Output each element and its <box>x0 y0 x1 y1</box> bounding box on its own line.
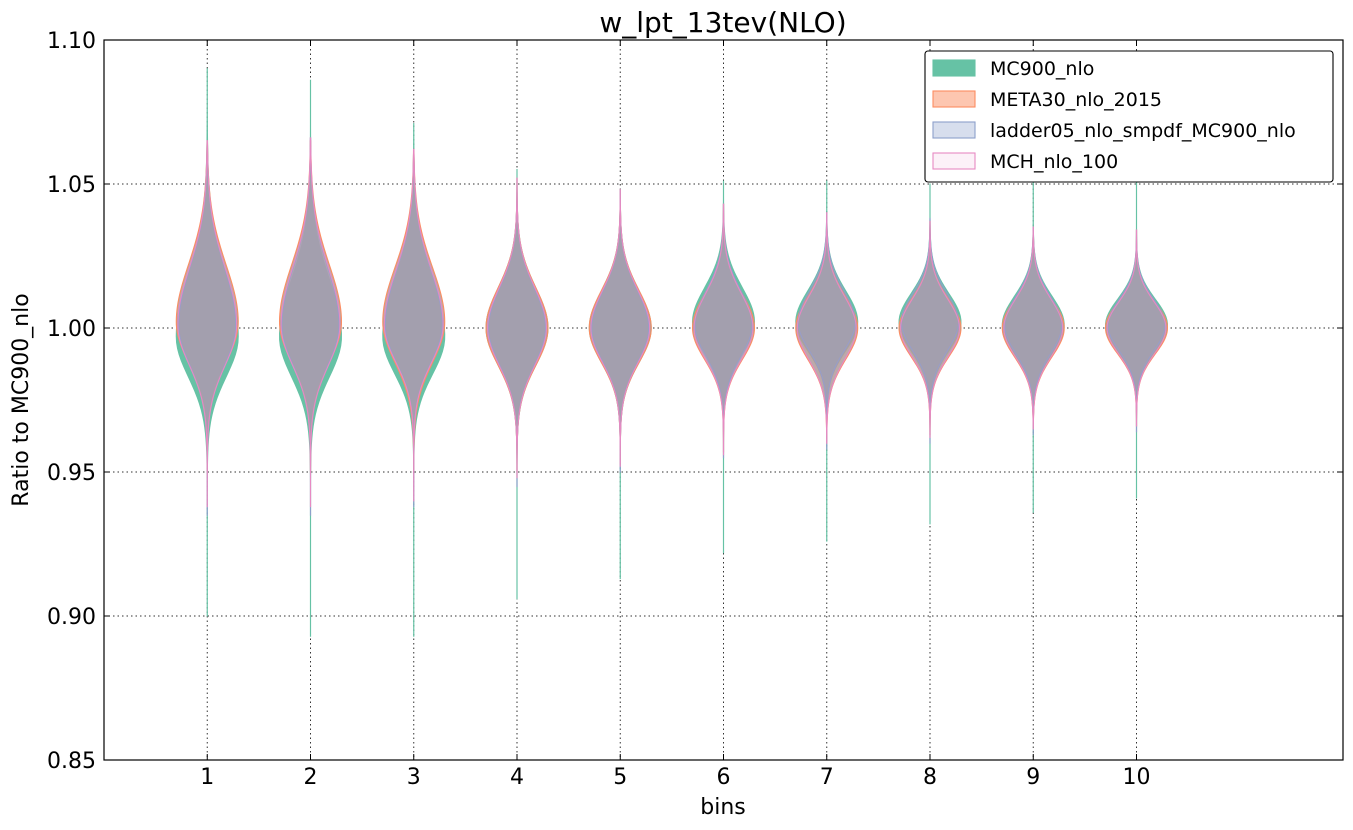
x-tick-label: 6 <box>717 765 731 790</box>
violin-bin-8 <box>900 220 960 438</box>
violin-bin-10 <box>1106 229 1167 427</box>
violin-bin-9 <box>1003 226 1064 430</box>
violin-bin-7 <box>796 212 857 444</box>
violin-bin-3 <box>383 148 444 502</box>
y-tick-label: 0.95 <box>47 461 96 486</box>
legend-frame <box>924 50 1334 183</box>
legend-swatch <box>932 152 976 170</box>
legend-swatch <box>932 90 976 108</box>
legend-entry-label: ladder05_nlo_smpdf_MC900_nlo <box>990 120 1296 142</box>
x-tick-label: 9 <box>1026 765 1040 790</box>
legend-entry-label: MC900_nlo <box>990 58 1094 80</box>
x-tick-label: 8 <box>923 765 937 790</box>
x-axis-label: bins <box>700 795 745 820</box>
y-tick-label: 0.85 <box>47 749 96 774</box>
violin-bin-4 <box>487 177 547 479</box>
x-tick-label: 3 <box>407 765 421 790</box>
y-tick-label: 1.00 <box>47 317 96 342</box>
x-tick-label: 7 <box>820 765 834 790</box>
chart-title: w_lpt_13tev(NLO) <box>599 6 846 39</box>
y-tick-label: 1.05 <box>47 173 96 198</box>
x-tick-label: 2 <box>304 765 318 790</box>
violin-series <box>177 137 1167 508</box>
violins <box>175 68 1169 637</box>
y-tick-label: 0.90 <box>47 605 96 630</box>
legend: MC900_nlo META30_nlo_2015 ladder05_nlo_smp… <box>924 50 1334 183</box>
x-tick-label: 5 <box>613 765 627 790</box>
violin-bin-8 <box>900 218 960 444</box>
legend-entry-label: META30_nlo_2015 <box>990 89 1162 111</box>
ticks: 0.85 0.90 0.95 1.00 1.05 1.10 1 2 3 4 5 6 7 8 9 10 <box>47 29 1343 790</box>
violin-bin-5 <box>590 189 651 467</box>
violin-bin-1 <box>177 140 238 508</box>
y-tick-label: 1.10 <box>47 29 96 54</box>
y-axis-label: Ratio to MC900_nlo <box>9 293 34 506</box>
x-tick-label: 4 <box>510 765 524 790</box>
legend-swatch <box>932 59 976 77</box>
legend-entry-label: MCH_nlo_100 <box>990 151 1118 173</box>
legend-swatch <box>932 121 976 139</box>
x-tick-label: 10 <box>1123 765 1151 790</box>
x-tick-label: 1 <box>200 765 214 790</box>
violin-bin-2 <box>280 137 341 508</box>
violin-bin-6 <box>693 203 754 456</box>
